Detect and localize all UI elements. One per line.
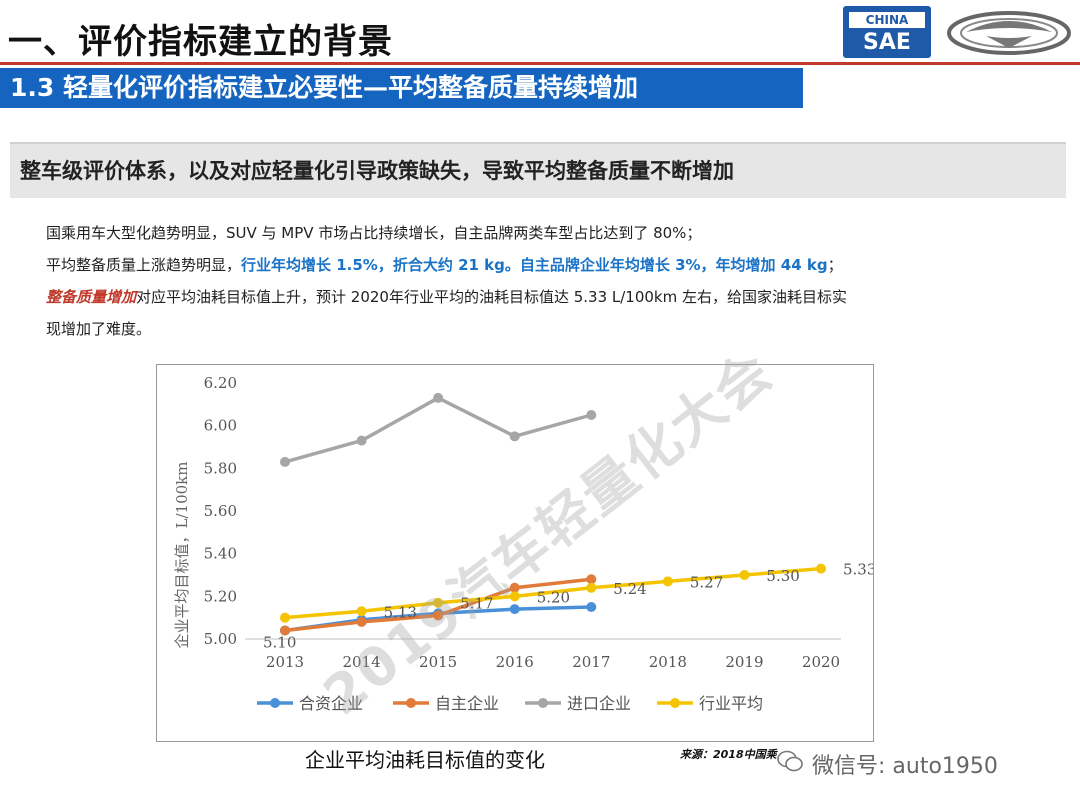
data-point [816,563,826,574]
data-point [586,574,597,585]
fuel-consumption-chart: 5.00 5.20 5.40 5.60 5.80 6.00 6.20 2013 2014 201… [173,374,876,713]
data-point [509,582,520,593]
y-tick-label: 5.80 [204,459,237,477]
paragraph-2-a: 平均整备质量上涨趋势明显， [46,256,242,274]
legend-marker [270,698,280,708]
series-line [284,396,592,464]
data-point [739,570,750,580]
paragraph-2-end: ； [827,256,843,274]
y-tick-label: 5.40 [204,545,237,563]
y-tick-label: 6.20 [204,374,237,392]
source-note: 来源：2018中国乘 [680,748,777,761]
data-point [586,582,597,593]
data-point [662,576,673,587]
data-point [509,431,520,442]
data-label: 5.17 [460,595,493,613]
legend-label: 行业平均 [699,694,763,713]
x-tick-label: 2015 [419,653,457,671]
data-label: 5.10 [263,634,296,652]
y-tick-label: 5.20 [204,587,237,605]
x-tick-label: 2016 [496,653,534,671]
paragraph-3: 整备质量增加对应平均油耗目标值上升，预计 2020年行业平均的油耗目标值达 5.… [46,282,1036,313]
chart-caption: 企业平均油耗目标值的变化 [305,748,545,772]
x-tick-label: 2013 [266,653,304,671]
data-label: 5.24 [613,580,646,598]
data-point [356,435,367,446]
x-tick-label: 2017 [572,653,610,671]
paragraph-2-highlight: 行业年均增长 1.5%，折合大约 21 kg。自主品牌企业年均增长 3%，年均增… [241,256,828,274]
data-point [433,597,444,608]
data-point [586,602,597,612]
legend-label: 自主企业 [435,694,499,713]
wechat-icon [777,750,803,772]
section-title: 1.3 轻量化评价指标建立必要性—平均整备质量持续增加 [10,73,638,102]
page-title: 一、评价指标建立的背景 [8,22,393,62]
legend-label: 进口企业 [567,694,631,713]
paragraph-3-b: 对应平均油耗目标值上升，预计 2020年行业平均的油耗目标值达 5.33 L/1… [136,288,848,306]
logo-bottom-text: SAE [863,30,911,55]
data-point [280,612,290,623]
legend-marker [670,698,680,708]
legend-marker [538,698,548,708]
section-banner: 1.3 轻量化评价指标建立必要性—平均整备质量持续增加 [0,68,803,108]
x-tick-label: 2020 [802,653,840,671]
data-label: 5.30 [766,567,799,585]
data-point [280,625,290,636]
paragraph-4: 现增加了难度。 [46,320,152,338]
legend-marker [406,698,416,708]
data-label: 5.33 [843,561,873,579]
data-point [356,616,367,627]
summary-banner: 整车级评价体系，以及对应轻量化引导政策缺失，导致平均整备质量不断增加 [10,142,1066,198]
y-tick-label: 5.60 [204,502,237,520]
series-line [284,566,822,620]
car-brand-logo-icon [947,11,1071,55]
data-label: 5.20 [537,588,570,606]
header-divider [0,62,1080,65]
legend-label: 合资企业 [299,694,363,713]
paragraph-1: 国乘用车大型化趋势明显，SUV 与 MPV 市场占比持续增长，自主品牌两类车型占… [46,224,702,242]
paragraph-2: 平均整备质量上涨趋势明显，行业年均增长 1.5%，折合大约 21 kg。自主品牌… [46,250,1036,281]
logo-top-text: CHINA [849,12,925,28]
wechat-id: 微信号: auto1950 [812,754,998,779]
data-point [586,410,597,420]
y-axis-label: 企业平均目标值，L/100km [173,462,191,649]
y-tick-label: 5.00 [204,630,237,648]
chart-frame: 5.00 5.20 5.40 5.60 5.80 6.00 6.20 2013 2014 201… [156,364,876,742]
x-tick-label: 2019 [725,653,763,671]
x-tick-label: 2018 [649,653,687,671]
data-point [280,456,290,467]
data-point [433,392,444,403]
china-sae-logo: CHINA SAE [843,6,931,58]
data-point [433,610,444,621]
paragraph-3-highlight: 整备质量增加 [46,288,137,306]
data-label: 5.27 [690,573,723,591]
y-tick-label: 6.00 [204,417,237,435]
data-point [509,604,520,615]
data-point [509,591,520,602]
x-tick-label: 2014 [342,653,380,671]
data-label: 5.13 [384,603,417,621]
data-point [356,606,367,617]
summary-text: 整车级评价体系，以及对应轻量化引导政策缺失，导致平均整备质量不断增加 [20,159,734,183]
